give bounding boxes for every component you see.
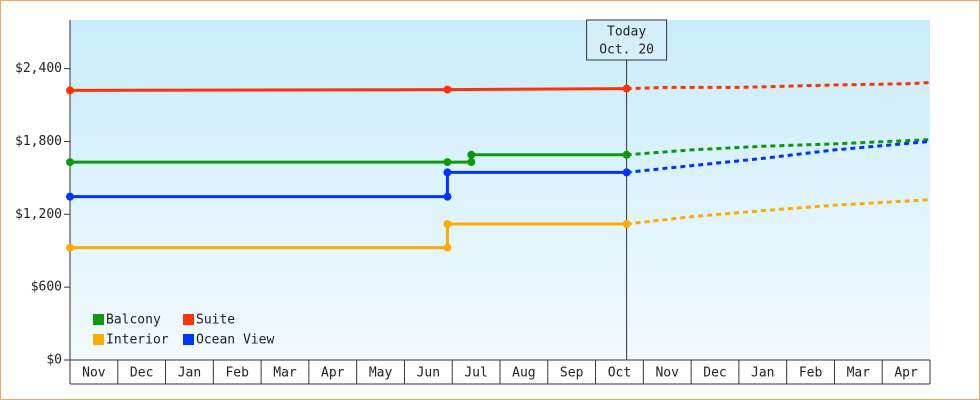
price-point [443,168,452,177]
price-point [467,150,476,159]
price-point [443,192,452,201]
price-point [443,243,452,252]
x-tick-label: Jan [751,366,774,381]
forecast-line [626,139,931,174]
x-tick-label: Apr [321,366,345,381]
x-tick-label: Apr [894,366,918,381]
x-tick-label: Dec [703,366,726,381]
x-tick-label: Feb [225,366,249,381]
price-point [443,220,452,228]
forecast-line [626,81,931,91]
price-point [622,168,631,177]
price-line [70,222,627,250]
y-tick-label: $0 [46,353,62,368]
price-point [622,84,631,93]
price-point [443,158,452,167]
x-tick-label: Mar [273,366,297,381]
y-tick-label: $1,200 [15,207,62,222]
y-tick-label: $600 [31,280,62,295]
x-tick-label: Nov [82,366,106,381]
today-box [586,19,668,61]
x-tick-label: May [369,366,393,381]
legend-swatch [183,334,194,345]
today-label: Oct. 20 [599,43,654,58]
y-tick-label: $2,400 [15,61,62,76]
x-tick-label: Jul [464,366,487,381]
legend-swatch [183,314,194,325]
legend-label: Suite [196,313,235,328]
x-tick-label: Sep [560,366,584,381]
price-point [622,150,631,159]
price-line [70,170,627,199]
y-tick-label: $1,800 [15,134,62,149]
x-tick-label: Aug [512,366,535,381]
price-point [622,220,631,228]
price-line [69,87,627,92]
price-point [443,85,452,94]
legend-label: Ocean View [196,333,274,348]
x-tick-label: Jun [417,366,440,381]
price-point [467,158,476,167]
today-label: Today [607,25,646,40]
price-point [66,192,74,201]
legend-label: Balcony [106,313,161,328]
price-point [66,86,74,95]
price-point [66,158,74,167]
x-tick-label: Oct [608,366,631,381]
plot-area [70,20,930,360]
legend-swatch [93,314,104,325]
x-tick-label: Jan [178,366,201,381]
legend-label: Interior [106,333,169,348]
forecast-line [626,198,931,226]
x-tick-label: Nov [655,366,679,381]
x-tick-label: Mar [847,366,871,381]
forecast-line [626,138,931,157]
x-tick-label: Feb [799,366,823,381]
x-tick-label: Dec [130,366,153,381]
legend-swatch [93,334,104,345]
price-point [66,243,74,252]
